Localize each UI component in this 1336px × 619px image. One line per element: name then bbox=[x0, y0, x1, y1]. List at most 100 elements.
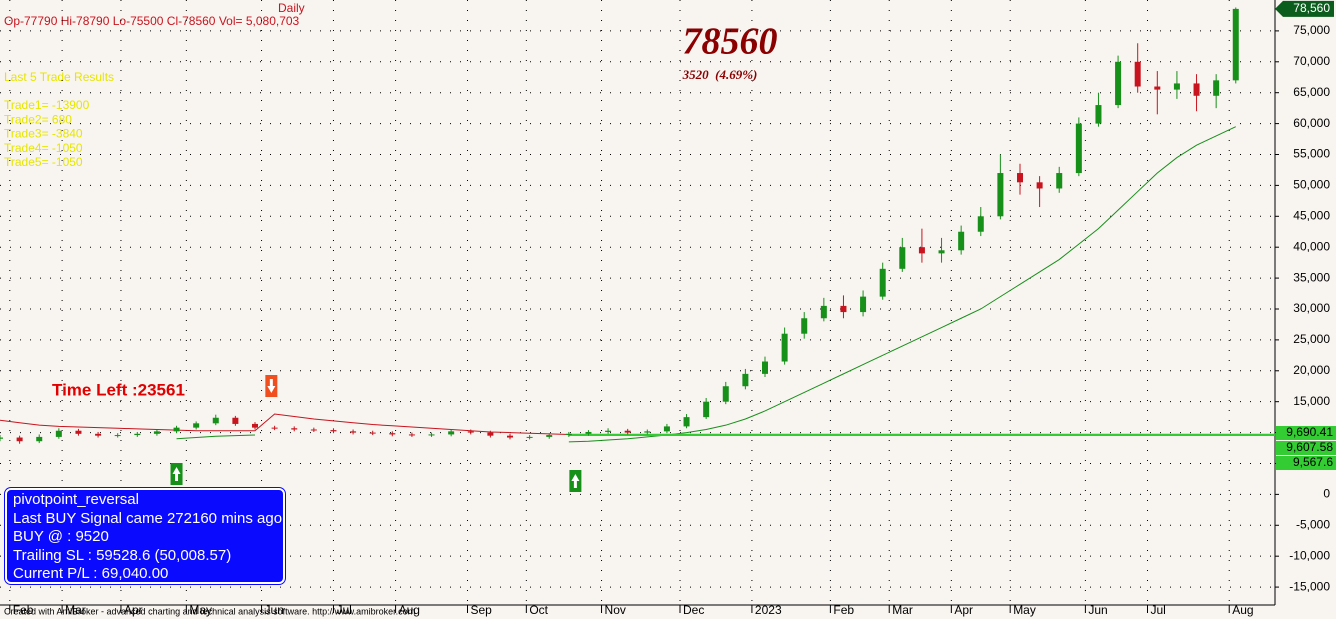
candle-body bbox=[350, 431, 357, 433]
signal-box: pivotpoint_reversal Last BUY Signal came … bbox=[5, 488, 285, 584]
candle-body bbox=[860, 296, 867, 313]
y-tick-label: 20,000 bbox=[1293, 363, 1330, 377]
y-tick-label: 45,000 bbox=[1293, 208, 1330, 222]
x-tick-label: May bbox=[189, 603, 212, 617]
candle-body bbox=[193, 423, 200, 428]
candle-body bbox=[55, 430, 62, 437]
y-tick-label: -15,000 bbox=[1289, 579, 1330, 593]
x-tick-label: Aug bbox=[1232, 603, 1253, 617]
candle-body bbox=[997, 173, 1004, 217]
candle-body bbox=[1017, 173, 1023, 183]
signal-box-line: Current P/L : 69,040.00 bbox=[13, 565, 169, 583]
candle-body bbox=[1154, 86, 1161, 90]
x-tick-label: Jun bbox=[1088, 603, 1107, 617]
y-tick-label: 65,000 bbox=[1293, 85, 1330, 99]
trade-result: Trade2= 680 bbox=[4, 112, 72, 126]
trade-result: Trade4= -1050 bbox=[4, 141, 83, 155]
candle-body bbox=[762, 361, 768, 374]
footer: Created with AmiBroker - advanced charti… bbox=[4, 606, 415, 616]
candle-body bbox=[1036, 182, 1043, 189]
candle-body bbox=[624, 430, 631, 433]
candle-body bbox=[899, 247, 906, 269]
candle-body bbox=[938, 250, 945, 254]
candle-body bbox=[153, 431, 160, 434]
level-label: 9,567.6 bbox=[1293, 455, 1333, 469]
candle-body bbox=[507, 435, 513, 438]
x-tick-label: Apr bbox=[954, 603, 973, 617]
candle-body bbox=[1056, 173, 1063, 189]
y-tick-label: 60,000 bbox=[1293, 116, 1330, 130]
trade-result: Trade5= -1050 bbox=[4, 155, 83, 169]
candle-body bbox=[16, 437, 23, 442]
y-tick-label: 55,000 bbox=[1293, 147, 1330, 161]
signal-box-line: Trailing SL : 59528.6 (50,008.57) bbox=[13, 546, 232, 564]
candle-body bbox=[918, 247, 925, 254]
candle-body bbox=[703, 401, 710, 418]
candle-body bbox=[781, 333, 788, 362]
candle-body bbox=[212, 417, 219, 424]
candle-body bbox=[722, 386, 729, 402]
signal-box-line: pivotpoint_reversal bbox=[13, 491, 139, 508]
time-left: Time Left :23561 bbox=[52, 380, 185, 399]
candle-body bbox=[1173, 83, 1180, 90]
y-tick-label: 75,000 bbox=[1293, 23, 1330, 37]
y-tick-label: 70,000 bbox=[1293, 54, 1330, 68]
buy-arrow bbox=[172, 467, 181, 481]
candle-body bbox=[605, 430, 612, 432]
candle-body bbox=[252, 423, 258, 428]
candle-body bbox=[683, 417, 690, 427]
price-label: 78560 bbox=[683, 21, 778, 63]
x-tick-label: Sep bbox=[471, 603, 493, 617]
trade-results-title: Last 5 Trade Results bbox=[4, 70, 114, 84]
candle-body bbox=[291, 428, 298, 430]
y-tick-label: 15,000 bbox=[1293, 394, 1330, 408]
y-tick-label: 35,000 bbox=[1293, 270, 1330, 284]
x-tick-label: Oct bbox=[529, 603, 548, 617]
change-label: 3520 (4.69%) bbox=[682, 67, 758, 82]
level-label-box bbox=[1276, 456, 1336, 470]
x-tick-label: May bbox=[1013, 603, 1036, 617]
y-tick-label: -10,000 bbox=[1289, 548, 1330, 562]
last-price-label: 78,560 bbox=[1293, 1, 1330, 15]
signal-box-line: BUY @ : 9520 bbox=[13, 528, 109, 546]
x-tick-label: Feb bbox=[833, 603, 854, 617]
last-price-box bbox=[1275, 0, 1334, 17]
candle-body bbox=[0, 437, 3, 439]
candle-body bbox=[310, 429, 317, 431]
y-tick-label: -5,000 bbox=[1296, 517, 1330, 531]
candle-body bbox=[134, 433, 141, 436]
candle-body bbox=[526, 436, 533, 438]
candle-body bbox=[1075, 123, 1082, 174]
candle-body bbox=[330, 430, 337, 432]
candle-body bbox=[1134, 61, 1141, 87]
x-tick-label: Jul bbox=[336, 603, 351, 617]
level-label: 9,690.41 bbox=[1286, 425, 1333, 439]
candle-body bbox=[75, 430, 82, 434]
candle-body bbox=[644, 431, 651, 433]
candle-body bbox=[36, 436, 43, 442]
candle-body bbox=[820, 305, 827, 319]
candle-body bbox=[428, 434, 435, 436]
trade-result: Trade1= -13900 bbox=[4, 98, 90, 112]
candle-body bbox=[879, 268, 886, 297]
indicator-line bbox=[0, 413, 569, 435]
candle-body bbox=[448, 431, 455, 435]
candle-body bbox=[958, 231, 965, 251]
y-tick-label: 40,000 bbox=[1293, 239, 1330, 253]
x-tick-label: Aug bbox=[399, 603, 420, 617]
candle-body bbox=[173, 427, 180, 432]
signal-box-line: Last BUY Signal came 272160 mins ago bbox=[13, 509, 283, 527]
candle-body bbox=[742, 373, 749, 387]
candle-body bbox=[565, 433, 572, 436]
indicator-line bbox=[176, 126, 1236, 443]
trade-result: Trade3= -3840 bbox=[4, 127, 83, 141]
level-label-box bbox=[1276, 426, 1336, 440]
y-tick-label: 25,000 bbox=[1293, 332, 1330, 346]
candle-body bbox=[408, 434, 415, 436]
x-tick-label: Mar bbox=[65, 603, 86, 617]
candle-body bbox=[585, 431, 592, 434]
candle-body bbox=[232, 417, 239, 424]
candle-body bbox=[546, 435, 553, 437]
